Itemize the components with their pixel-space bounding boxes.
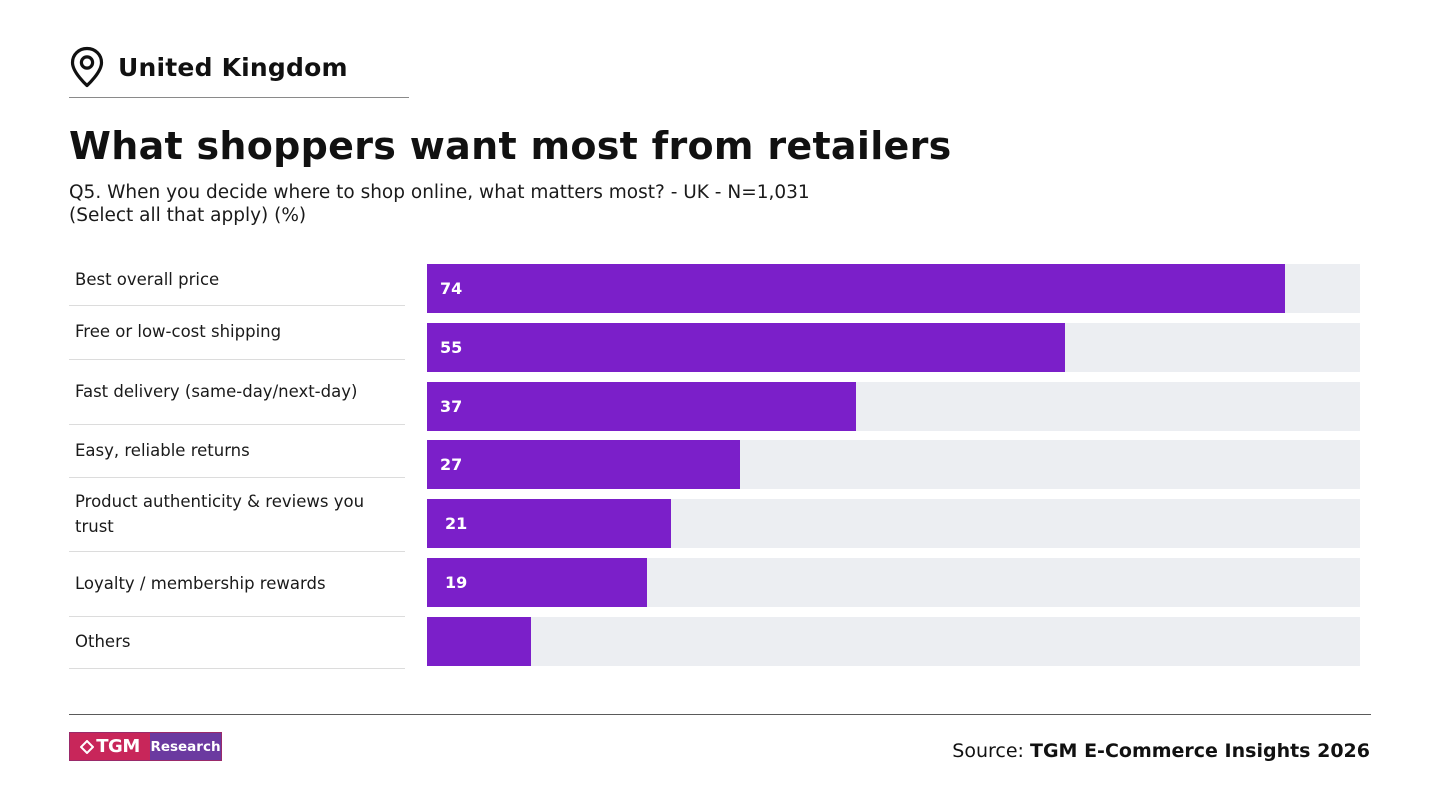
chart-subtitle: Q5. When you decide where to shop online… — [69, 181, 969, 227]
bar-value-label: 19 — [445, 573, 468, 592]
category-label: Others — [75, 632, 131, 651]
bar-value-label: 37 — [440, 397, 463, 416]
bar-track — [427, 617, 1360, 666]
source-name: TGM E-Commerce Insights 2026 — [1030, 740, 1370, 762]
bar: 27 — [427, 440, 741, 489]
subtitle-question: Q5. When you decide where to shop online… — [69, 182, 810, 203]
bar — [427, 617, 532, 666]
bar-value-label: 74 — [440, 279, 463, 298]
source-prefix: Source: — [952, 740, 1030, 762]
tgm-research-logo: TGM Research — [69, 732, 222, 761]
row-divider — [69, 551, 405, 552]
category-label: Product authenticity & reviews you trust — [75, 492, 365, 536]
category-label: Loyalty / membership rewards — [75, 574, 326, 593]
bar-value-label: 27 — [440, 455, 463, 474]
diamond-icon — [80, 739, 95, 754]
footer-divider — [69, 714, 1371, 715]
source-note: Source: TGM E-Commerce Insights 2026 — [952, 740, 1370, 762]
logo-mark-text: TGM — [96, 736, 140, 757]
bar: 55 — [427, 323, 1065, 372]
logo-wordmark: Research — [150, 733, 221, 760]
chart-title: What shoppers want most from retailers — [69, 124, 952, 168]
bar-track: 55 — [427, 323, 1360, 372]
bar-track: 19 — [427, 558, 1360, 607]
bar: 21 — [427, 499, 671, 548]
row-divider — [69, 359, 405, 360]
logo-mark: TGM — [70, 733, 150, 760]
bar-value-label: 55 — [440, 338, 463, 357]
bar-track: 37 — [427, 382, 1360, 431]
row-divider — [69, 477, 405, 478]
category-label: Free or low-cost shipping — [75, 322, 282, 341]
row-divider — [69, 305, 405, 306]
category-label: Easy, reliable returns — [75, 441, 250, 460]
bar-value-label: 21 — [445, 514, 468, 533]
bar-track: 21 — [427, 499, 1360, 548]
row-divider — [69, 424, 405, 425]
map-pin-icon — [70, 46, 104, 88]
row-divider — [69, 616, 405, 617]
bar-track: 27 — [427, 440, 1360, 489]
bar-track: 74 — [427, 264, 1360, 313]
bar: 74 — [427, 264, 1286, 313]
location-divider — [69, 97, 409, 98]
category-label: Fast delivery (same-day/next-day) — [75, 382, 358, 401]
bar: 19 — [427, 558, 648, 607]
category-label: Best overall price — [75, 270, 220, 289]
bar: 37 — [427, 382, 857, 431]
row-divider — [69, 668, 405, 669]
subtitle-note: (Select all that apply) (%) — [69, 205, 307, 226]
location-header: United Kingdom — [69, 46, 348, 88]
location-name: United Kingdom — [118, 52, 348, 82]
